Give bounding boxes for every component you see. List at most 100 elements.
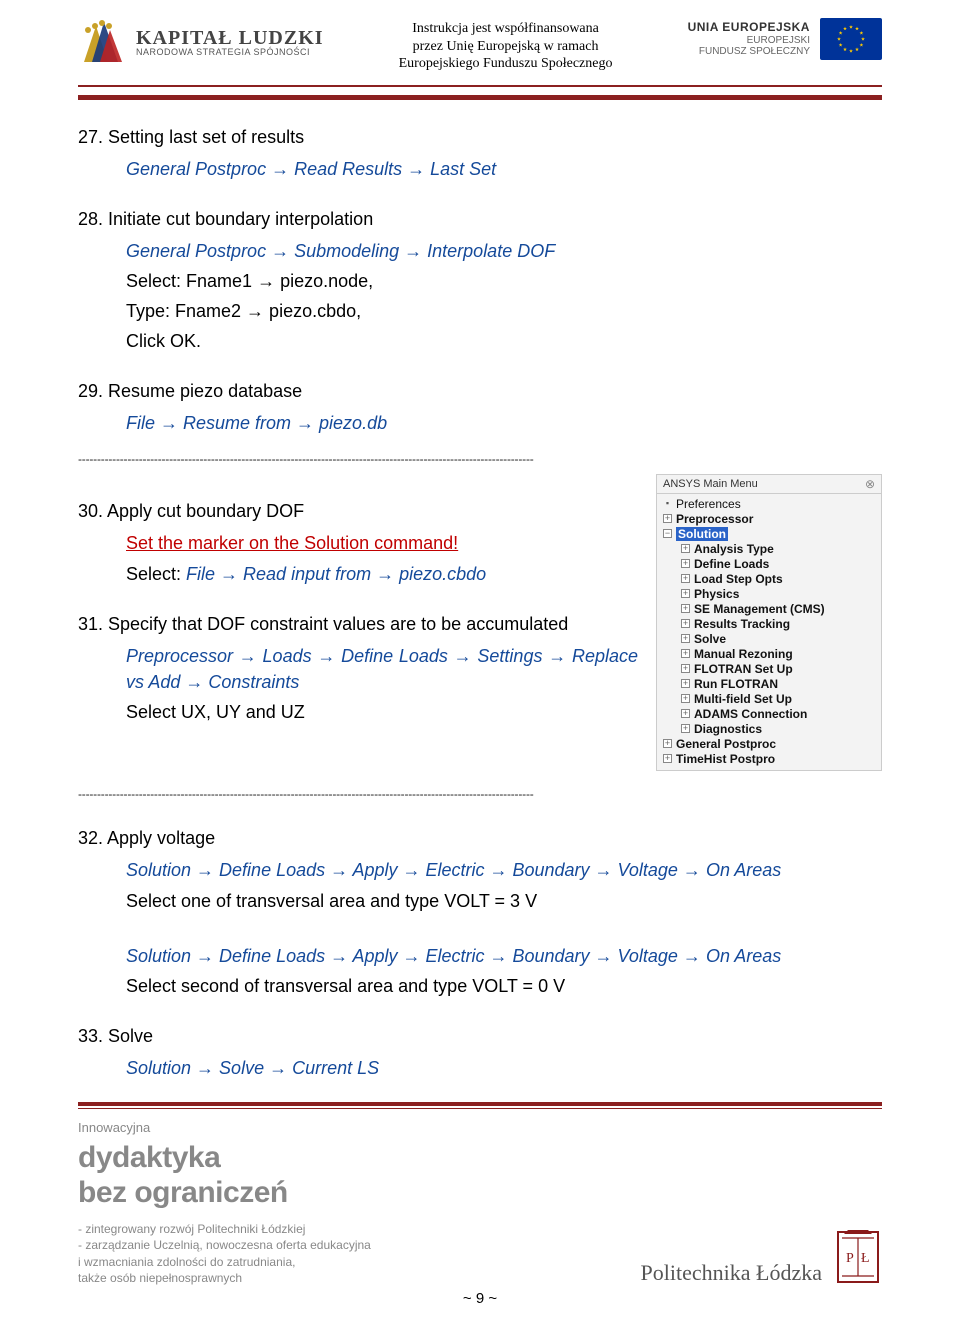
menu-item[interactable]: + Manual Rezoning xyxy=(663,646,881,661)
menu-item-label: Preferences xyxy=(676,497,741,511)
step-path: Preprocessor → Loads → Define Loads → Se… xyxy=(126,643,638,695)
step-title: 29. Resume piezo database xyxy=(78,378,882,404)
politechnika-label: Politechnika Łódzka xyxy=(641,1260,822,1286)
menu-item[interactable]: + Solve xyxy=(663,631,881,646)
menu-item[interactable]: +Define Loads xyxy=(663,556,881,571)
menu-item[interactable]: + Analysis Type xyxy=(663,541,881,556)
tree-expand-icon[interactable]: + xyxy=(681,724,690,733)
menu-item-label: Solve xyxy=(694,632,726,646)
tree-expand-icon[interactable]: + xyxy=(681,649,690,658)
tree-expand-icon[interactable]: + xyxy=(681,559,690,568)
tree-expand-icon[interactable]: + xyxy=(681,679,690,688)
tree-expand-icon[interactable]: + xyxy=(681,604,690,613)
step-title: 28. Initiate cut boundary interpolation xyxy=(78,206,882,232)
menu-item[interactable]: + Load Step Opts xyxy=(663,571,881,586)
eu-flag-icon xyxy=(820,18,882,60)
menu-item-label: Diagnostics xyxy=(694,722,762,736)
kapital-ludzki-logo xyxy=(78,18,126,66)
step-line: Select one of transversal area and type … xyxy=(126,888,882,914)
step-path: General Postproc → Read Results → Last S… xyxy=(126,156,882,182)
tree-expand-icon[interactable]: + xyxy=(681,589,690,598)
hc-line: Instrukcja jest współfinansowana xyxy=(399,20,613,38)
menu-item[interactable]: + Physics xyxy=(663,586,881,601)
tree-expand-icon[interactable]: + xyxy=(681,574,690,583)
menu-item[interactable]: + TimeHist Postpro xyxy=(663,751,881,766)
divider-dashes: ----------------------------------------… xyxy=(78,452,882,466)
step-title: 33. Solve xyxy=(78,1023,882,1049)
tree-expand-icon[interactable]: ▪ xyxy=(663,499,672,508)
menu-item[interactable]: + Results Tracking xyxy=(663,616,881,631)
kl-title: KAPITAŁ LUDZKI xyxy=(136,28,324,48)
menu-item-label: FLOTRAN Set Up xyxy=(694,662,793,676)
menu-item[interactable]: + Preprocessor xyxy=(663,511,881,526)
menu-item-label: Solution xyxy=(676,527,728,541)
footer-desc: także osób niepełnosprawnych xyxy=(78,1270,371,1286)
step-title: 31. Specify that DOF constraint values a… xyxy=(78,611,638,637)
menu-item-label: Manual Rezoning xyxy=(694,647,793,661)
footer-small: Innowacyjna xyxy=(78,1119,371,1137)
menu-item[interactable]: +SE Management (CMS) xyxy=(663,601,881,616)
menu-item-label: Analysis Type xyxy=(694,542,774,556)
header-right: UNIA EUROPEJSKA EUROPEJSKI FUNDUSZ SPOŁE… xyxy=(688,18,882,60)
menu-item-label: TimeHist Postpro xyxy=(676,752,775,766)
step-line: Select second of transversal area and ty… xyxy=(126,973,882,999)
menu-item[interactable]: + ADAMS Connection xyxy=(663,706,881,721)
footer-rule-thick xyxy=(78,1102,882,1106)
footer-big: bez ograniczeń xyxy=(78,1173,371,1214)
tree-expand-icon[interactable]: + xyxy=(681,664,690,673)
tree-expand-icon[interactable]: + xyxy=(663,754,672,763)
footer-desc: - zintegrowany rozwój Politechniki Łódzk… xyxy=(78,1221,371,1237)
menu-item[interactable]: −Solution xyxy=(663,526,881,541)
kl-subtitle: NARODOWA STRATEGIA SPÓJNOŚCI xyxy=(136,48,324,57)
menu-item[interactable]: + General Postproc xyxy=(663,736,881,751)
header-rule-thick xyxy=(78,95,882,100)
step-line: Select: Fname1 → piezo.node, xyxy=(126,268,882,294)
hc-line: Europejskiego Funduszu Społecznego xyxy=(399,55,613,73)
step-path: General Postproc → Submodeling → Interpo… xyxy=(126,238,882,264)
menu-item-label: General Postproc xyxy=(676,737,776,751)
ue-sub: FUNDUSZ SPOŁECZNY xyxy=(688,46,810,57)
menu-item-label: Preprocessor xyxy=(676,512,753,526)
menu-item[interactable]: + FLOTRAN Set Up xyxy=(663,661,881,676)
menu-item-label: Multi-field Set Up xyxy=(694,692,792,706)
menu-title: ANSYS Main Menu xyxy=(663,478,758,490)
tree-expand-icon[interactable]: + xyxy=(681,544,690,553)
header-rule xyxy=(78,85,882,87)
menu-item[interactable]: +Run FLOTRAN xyxy=(663,676,881,691)
footer-desc: i wzmacniania zdolności do zatrudniania, xyxy=(78,1254,371,1270)
politechnika-logo: P Ł xyxy=(834,1228,882,1286)
menu-item-label: ADAMS Connection xyxy=(694,707,807,721)
step-line: Select UX, UY and UZ xyxy=(126,699,638,725)
header-center: Instrukcja jest współfinansowana przez U… xyxy=(399,20,613,73)
step-path: Solution → Define Loads → Apply → Electr… xyxy=(126,857,882,883)
footer-rule-thin xyxy=(78,1108,882,1109)
menu-item-label: Load Step Opts xyxy=(694,572,783,586)
menu-item[interactable]: + Multi-field Set Up xyxy=(663,691,881,706)
pin-icon[interactable]: ⊗ xyxy=(865,477,875,491)
step-path: Solution → Solve → Current LS xyxy=(126,1055,882,1081)
header: KAPITAŁ LUDZKI NARODOWA STRATEGIA SPÓJNO… xyxy=(78,0,882,73)
footer: Innowacyjna dydaktyka bez ograniczeń - z… xyxy=(78,1102,882,1307)
step-line: Type: Fname2 → piezo.cbdo, xyxy=(126,298,882,324)
step-title: 30. Apply cut boundary DOF xyxy=(78,498,638,524)
tree-expand-icon[interactable]: + xyxy=(681,694,690,703)
hc-line: przez Unię Europejską w ramach xyxy=(399,38,613,56)
tree-expand-icon[interactable]: − xyxy=(663,529,672,538)
menu-item-label: Results Tracking xyxy=(694,617,790,631)
step-line: Click OK. xyxy=(126,328,882,354)
step-path: Solution → Define Loads → Apply → Electr… xyxy=(126,943,882,969)
step-path: File → Resume from → piezo.db xyxy=(126,410,882,436)
menu-item-label: Physics xyxy=(694,587,739,601)
tree-expand-icon[interactable]: + xyxy=(681,709,690,718)
document-page: KAPITAŁ LUDZKI NARODOWA STRATEGIA SPÓJNO… xyxy=(0,0,960,1323)
ue-title: UNIA EUROPEJSKA xyxy=(688,21,810,34)
tree-expand-icon[interactable]: + xyxy=(681,634,690,643)
tree-expand-icon[interactable]: + xyxy=(681,619,690,628)
menu-item[interactable]: + Diagnostics xyxy=(663,721,881,736)
tree-expand-icon[interactable]: + xyxy=(663,514,672,523)
ansys-main-menu: ANSYS Main Menu ⊗ ▪ Preferences + Preproces… xyxy=(656,474,882,771)
tree-expand-icon[interactable]: + xyxy=(663,739,672,748)
step-warning: Set the marker on the Solution command! xyxy=(126,530,638,556)
menu-item[interactable]: ▪ Preferences xyxy=(663,496,881,511)
svg-text:P: P xyxy=(846,1251,854,1266)
